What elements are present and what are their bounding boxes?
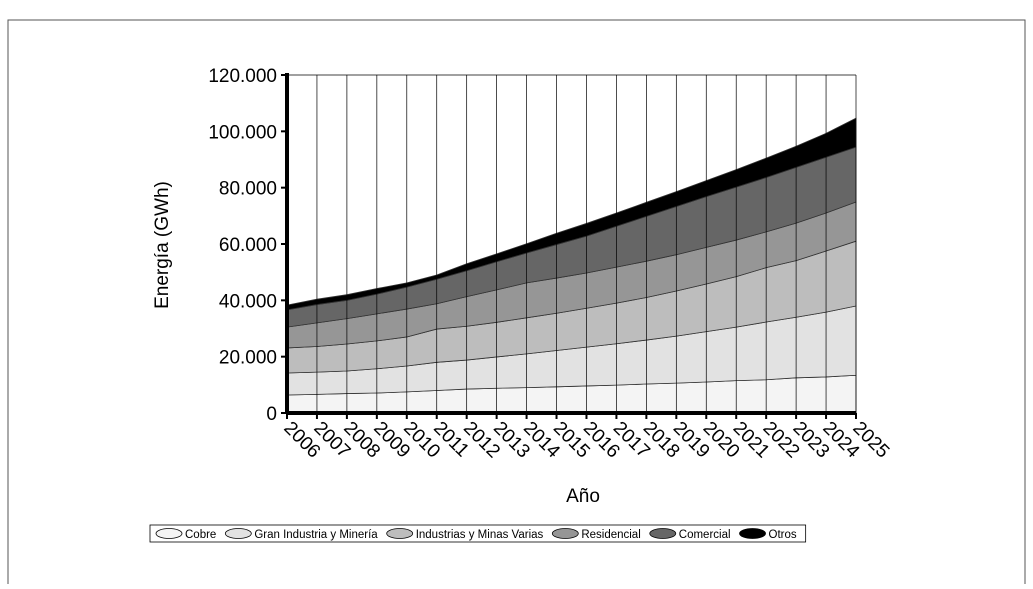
legend-swatch <box>386 528 414 539</box>
y-tick-label: 100.000 <box>208 122 277 143</box>
legend-label: Cobre <box>185 529 216 541</box>
x-axis-label: Año <box>566 486 600 507</box>
y-tick-label: 0 <box>266 404 277 425</box>
legend-swatch <box>649 528 677 539</box>
legend-swatch <box>155 528 183 539</box>
legend-label: Industrias y Minas Varias <box>416 529 544 541</box>
legend-swatch <box>551 528 579 539</box>
y-tick-label: 40.000 <box>219 291 277 312</box>
legend-swatch <box>224 528 252 539</box>
legend: Cobre Gran Industria y Minería Industrias … <box>149 524 807 543</box>
y-tick-label: 80.000 <box>219 179 277 200</box>
legend-label: Residencial <box>581 529 640 541</box>
legend-label: Comercial <box>679 529 731 541</box>
legend-label: Gran Industria y Minería <box>254 529 378 541</box>
legend-label: Otros <box>769 529 797 541</box>
legend-swatch <box>739 528 766 539</box>
legend-box <box>149 524 807 543</box>
y-tick-label: 60.000 <box>219 235 277 256</box>
y-tick-label: 20.000 <box>219 348 277 369</box>
y-axis-label: Energía (GWh) <box>152 181 173 309</box>
y-tick-label: 120.000 <box>208 66 277 87</box>
